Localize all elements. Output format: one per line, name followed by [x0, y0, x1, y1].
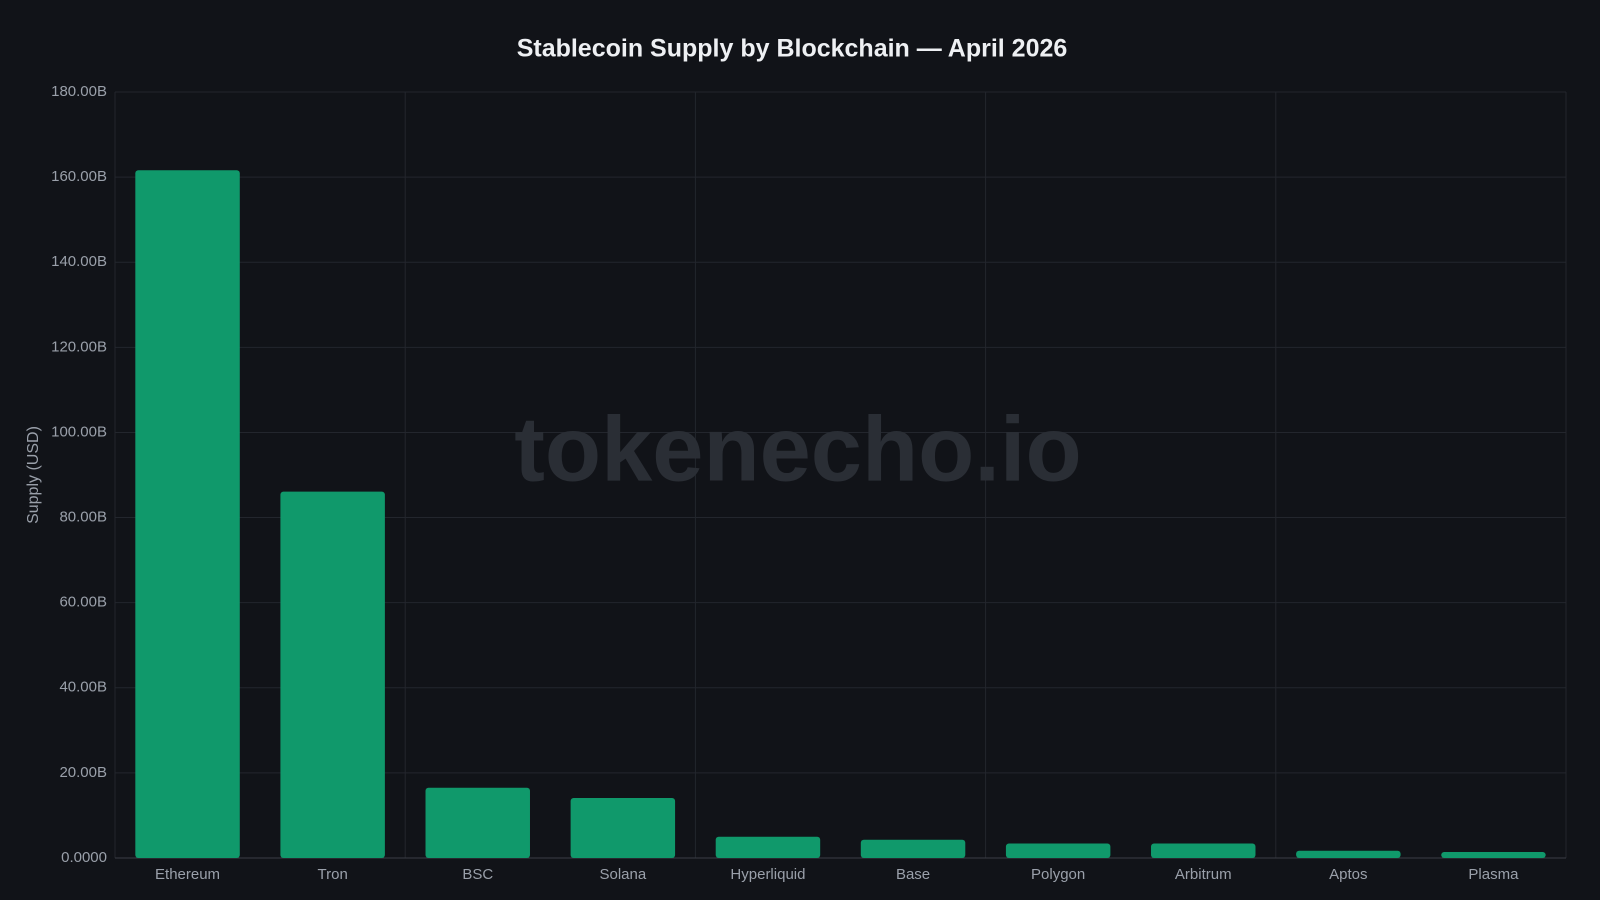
x-tick-label: Hyperliquid [730, 866, 805, 883]
bar [1441, 852, 1546, 858]
x-tick-label: Plasma [1468, 866, 1519, 883]
bar [860, 839, 966, 858]
y-tick-label: 80.00B [59, 509, 107, 526]
bar [1296, 850, 1401, 858]
y-tick-label: 20.00B [59, 764, 107, 781]
bar [1005, 843, 1111, 858]
bar [280, 491, 385, 858]
y-tick-label: 160.00B [51, 168, 107, 185]
x-tick-label: Base [896, 866, 930, 883]
bar [1151, 843, 1256, 858]
bar [425, 787, 530, 858]
y-tick-label: 140.00B [51, 253, 107, 270]
y-tick-label: 120.00B [51, 338, 107, 355]
y-axis-label: Supply (USD) [25, 426, 42, 524]
y-tick-label: 180.00B [51, 83, 107, 100]
bar [715, 836, 821, 858]
x-tick-label: Ethereum [155, 866, 220, 883]
x-tick-label: Arbitrum [1175, 866, 1232, 883]
watermark: tokenecho.io [514, 398, 1081, 500]
y-tick-label: 100.00B [51, 423, 107, 440]
x-tick-label: Polygon [1031, 866, 1085, 883]
x-tick-label: BSC [462, 866, 493, 883]
bar [570, 797, 676, 858]
x-tick-label: Solana [599, 866, 646, 883]
y-tick-label: 0.0000 [61, 849, 107, 866]
y-tick-label: 60.00B [59, 594, 107, 611]
chart-title: Stablecoin Supply by Blockchain — April … [517, 35, 1068, 63]
x-tick-label: Aptos [1329, 866, 1367, 883]
bar [135, 170, 240, 858]
x-tick-label: Tron [318, 866, 348, 883]
y-tick-label: 40.00B [59, 679, 107, 696]
